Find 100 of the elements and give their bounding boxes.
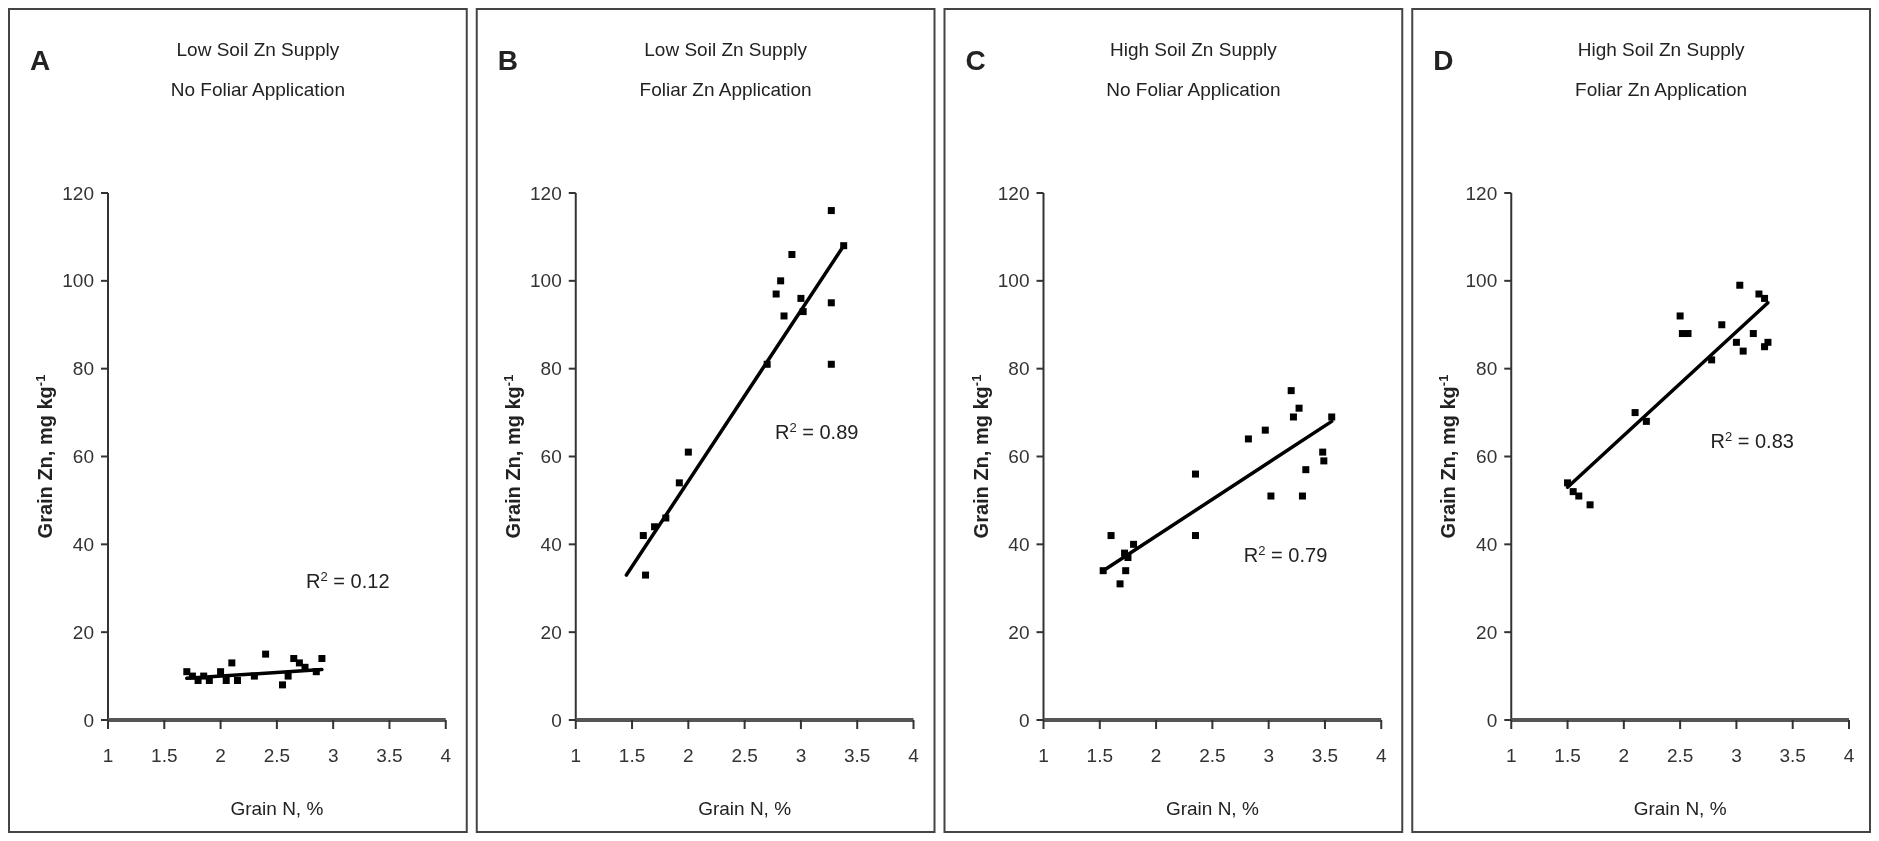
y-tick-label: 40: [1476, 533, 1498, 555]
point: [1631, 409, 1639, 417]
y-tick-label: 40: [72, 533, 94, 555]
point: [1122, 567, 1130, 575]
point: [1287, 387, 1295, 395]
x-axis-title: Grain N, %: [230, 798, 324, 819]
x-tick-label: 4: [1375, 745, 1387, 766]
x-tick-label: 4: [1843, 745, 1855, 766]
text: A: [30, 45, 51, 76]
x-tick-label: 2.5: [263, 745, 291, 766]
x-tick-label: 3.5: [1311, 745, 1339, 766]
point: [1302, 466, 1310, 474]
y-tick-label: 120: [62, 182, 94, 204]
x-tick-label: 2.5: [1666, 745, 1694, 766]
x-tick-label: 2.5: [731, 745, 758, 766]
point: [1764, 338, 1772, 346]
x-tick-label: 2: [683, 745, 694, 766]
x-tick-label: 1: [102, 745, 114, 766]
point: [1319, 448, 1327, 456]
x-tick-label: 3: [1263, 745, 1274, 766]
y-tick-label: 20: [540, 621, 562, 643]
point: [1718, 321, 1726, 329]
x-tick-label: 3: [327, 745, 339, 766]
point: [1099, 567, 1107, 575]
point: [675, 479, 683, 487]
point: [662, 514, 670, 522]
y-tick-label: 80: [1476, 358, 1498, 380]
point: [1732, 338, 1740, 346]
chart-subtitle: Foliar Zn Application: [1575, 79, 1748, 100]
x-tick-label: 1.5: [151, 745, 178, 766]
point: [1676, 312, 1684, 320]
y-tick-label: 0: [551, 709, 562, 731]
y-tick-label: 0: [1486, 709, 1498, 731]
point: [1244, 435, 1252, 443]
point: [780, 312, 788, 320]
x-tick-label: 2.5: [1199, 745, 1226, 766]
x-tick-label: 1: [570, 745, 582, 766]
y-tick-label: 100: [62, 270, 94, 292]
point: [642, 571, 650, 579]
annotation: R$^{2}$ = 0.83: [1710, 428, 1794, 452]
text: C: [965, 45, 986, 76]
point: [799, 308, 807, 316]
y-tick-label: 100: [530, 270, 562, 292]
y-tick-label: 80: [72, 358, 94, 380]
annotation: R$^{2}$ = 0.79: [1243, 542, 1328, 566]
x-tick-label: 2: [215, 745, 226, 766]
x-tick-label: 3.5: [844, 745, 871, 766]
x-tick-label: 4: [908, 745, 920, 766]
y-tick-label: 60: [1476, 446, 1498, 468]
point: [1116, 580, 1124, 588]
point: [1755, 290, 1763, 298]
point: [763, 360, 771, 368]
x-tick-label: 3.5: [376, 745, 403, 766]
y-tick-label: 20: [1476, 621, 1498, 643]
x-tick-label: 3: [1731, 745, 1742, 766]
point: [1749, 330, 1757, 338]
text: D: [1433, 45, 1454, 76]
point: [772, 290, 780, 298]
chart-title: Low Soil Zn Supply: [176, 39, 340, 60]
point: [1191, 532, 1199, 540]
x-tick-label: 3.5: [1779, 745, 1806, 766]
point: [1298, 492, 1306, 500]
x-tick-label: 2: [1150, 745, 1162, 766]
x-tick-label: 1: [1505, 745, 1517, 766]
y-tick-label: 0: [83, 709, 94, 731]
point: [1130, 540, 1138, 548]
annotation: R$^{2}$ = 0.89: [774, 419, 859, 443]
x-tick-label: 2: [1618, 745, 1630, 766]
point: [827, 299, 835, 307]
point: [651, 523, 659, 531]
annotation: R$^{2}$ = 0.12: [306, 568, 390, 593]
point: [777, 277, 785, 285]
point: [1736, 281, 1744, 289]
point: [1267, 492, 1275, 500]
chart-subtitle: No Foliar Application: [1106, 79, 1281, 100]
y-tick-label: 60: [1008, 446, 1030, 468]
point: [1564, 479, 1572, 487]
point: [1569, 488, 1577, 496]
y-tick-label: 80: [540, 358, 562, 380]
point: [1328, 413, 1336, 421]
x-tick-label: 1.5: [1554, 745, 1581, 766]
x-axis-title: Grain N, %: [698, 798, 792, 819]
point: [1684, 330, 1692, 338]
x-tick-label: 1: [1038, 745, 1049, 766]
x-tick-label: 1.5: [1086, 745, 1113, 766]
y-tick-label: 60: [72, 446, 94, 468]
y-tick-label: 120: [1465, 182, 1498, 204]
point: [827, 207, 835, 215]
point: [1191, 470, 1199, 478]
y-tick-label: 60: [540, 446, 562, 468]
point: [1739, 347, 1747, 355]
x-axis-title: Grain N, %: [1633, 798, 1727, 819]
point: [1124, 554, 1132, 562]
chart-title: High Soil Zn Supply: [1577, 39, 1746, 60]
point: [797, 294, 805, 302]
y-tick-label: 80: [1008, 358, 1030, 380]
chart-title: Low Soil Zn Supply: [644, 39, 808, 60]
point: [684, 448, 692, 456]
chart-title: High Soil Zn Supply: [1109, 39, 1278, 60]
point: [1320, 457, 1328, 465]
